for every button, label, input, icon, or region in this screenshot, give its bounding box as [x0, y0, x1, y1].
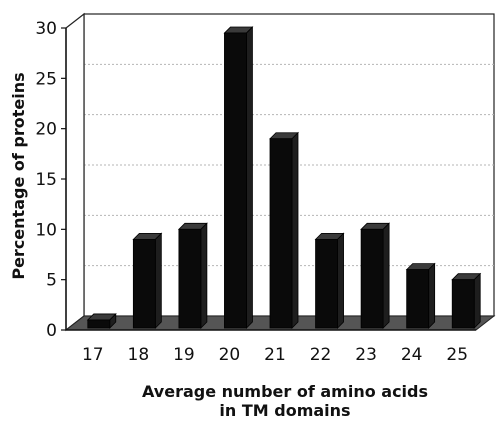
- bar-front: [224, 32, 247, 329]
- bar-side: [473, 272, 481, 329]
- x-tick-label: 24: [401, 345, 423, 365]
- side-wall: [65, 12, 85, 332]
- bar-front: [178, 228, 202, 329]
- bar: [177, 222, 208, 329]
- y-tick-label: 15: [35, 170, 57, 190]
- bar: [223, 26, 254, 329]
- bar-front: [315, 238, 338, 329]
- bar-side: [246, 26, 253, 329]
- bar-front: [87, 319, 111, 329]
- bar-front: [132, 238, 156, 329]
- bar-front: [406, 269, 430, 329]
- bar: [405, 262, 436, 329]
- x-tick-label: 21: [264, 345, 286, 365]
- bar: [132, 232, 163, 329]
- y-tick-label: 10: [35, 220, 57, 240]
- x-tick-label: 22: [310, 345, 332, 365]
- x-tick-label: 19: [173, 345, 195, 365]
- bar: [360, 222, 391, 329]
- y-tick-label: 30: [35, 19, 57, 39]
- bar-side: [382, 222, 390, 329]
- bar-side: [428, 262, 436, 329]
- y-axis-ticks: 0 5 10 15 20 25 30: [35, 19, 66, 341]
- bar-front: [269, 138, 293, 329]
- bar-side: [291, 131, 299, 329]
- x-tick-label: 25: [446, 345, 468, 365]
- x-axis-title-line1: Average number of amino acids: [142, 382, 428, 401]
- x-tick-label: 20: [219, 345, 241, 365]
- x-axis-ticks: 17 18 19 20 21 22 23 24 25: [82, 345, 468, 365]
- x-tick-label: 18: [128, 345, 150, 365]
- bar-front: [451, 279, 475, 329]
- x-axis-title-line2: in TM domains: [219, 401, 350, 420]
- bar: [269, 131, 299, 329]
- bar-side: [200, 222, 208, 329]
- y-tick-label: 5: [46, 271, 57, 291]
- y-tick-label: 20: [35, 120, 57, 140]
- x-tick-label: 17: [82, 345, 104, 365]
- bars: [86, 26, 482, 329]
- bar-front: [360, 228, 384, 329]
- y-tick-label: 25: [35, 69, 57, 89]
- y-tick-label: 0: [46, 321, 57, 341]
- bar: [314, 232, 345, 329]
- bar-side: [337, 232, 344, 329]
- bar: [451, 272, 482, 329]
- bar-side: [154, 232, 162, 329]
- x-tick-label: 23: [355, 345, 377, 365]
- bar: [86, 312, 117, 329]
- y-axis-title: Percentage of proteins: [9, 72, 28, 279]
